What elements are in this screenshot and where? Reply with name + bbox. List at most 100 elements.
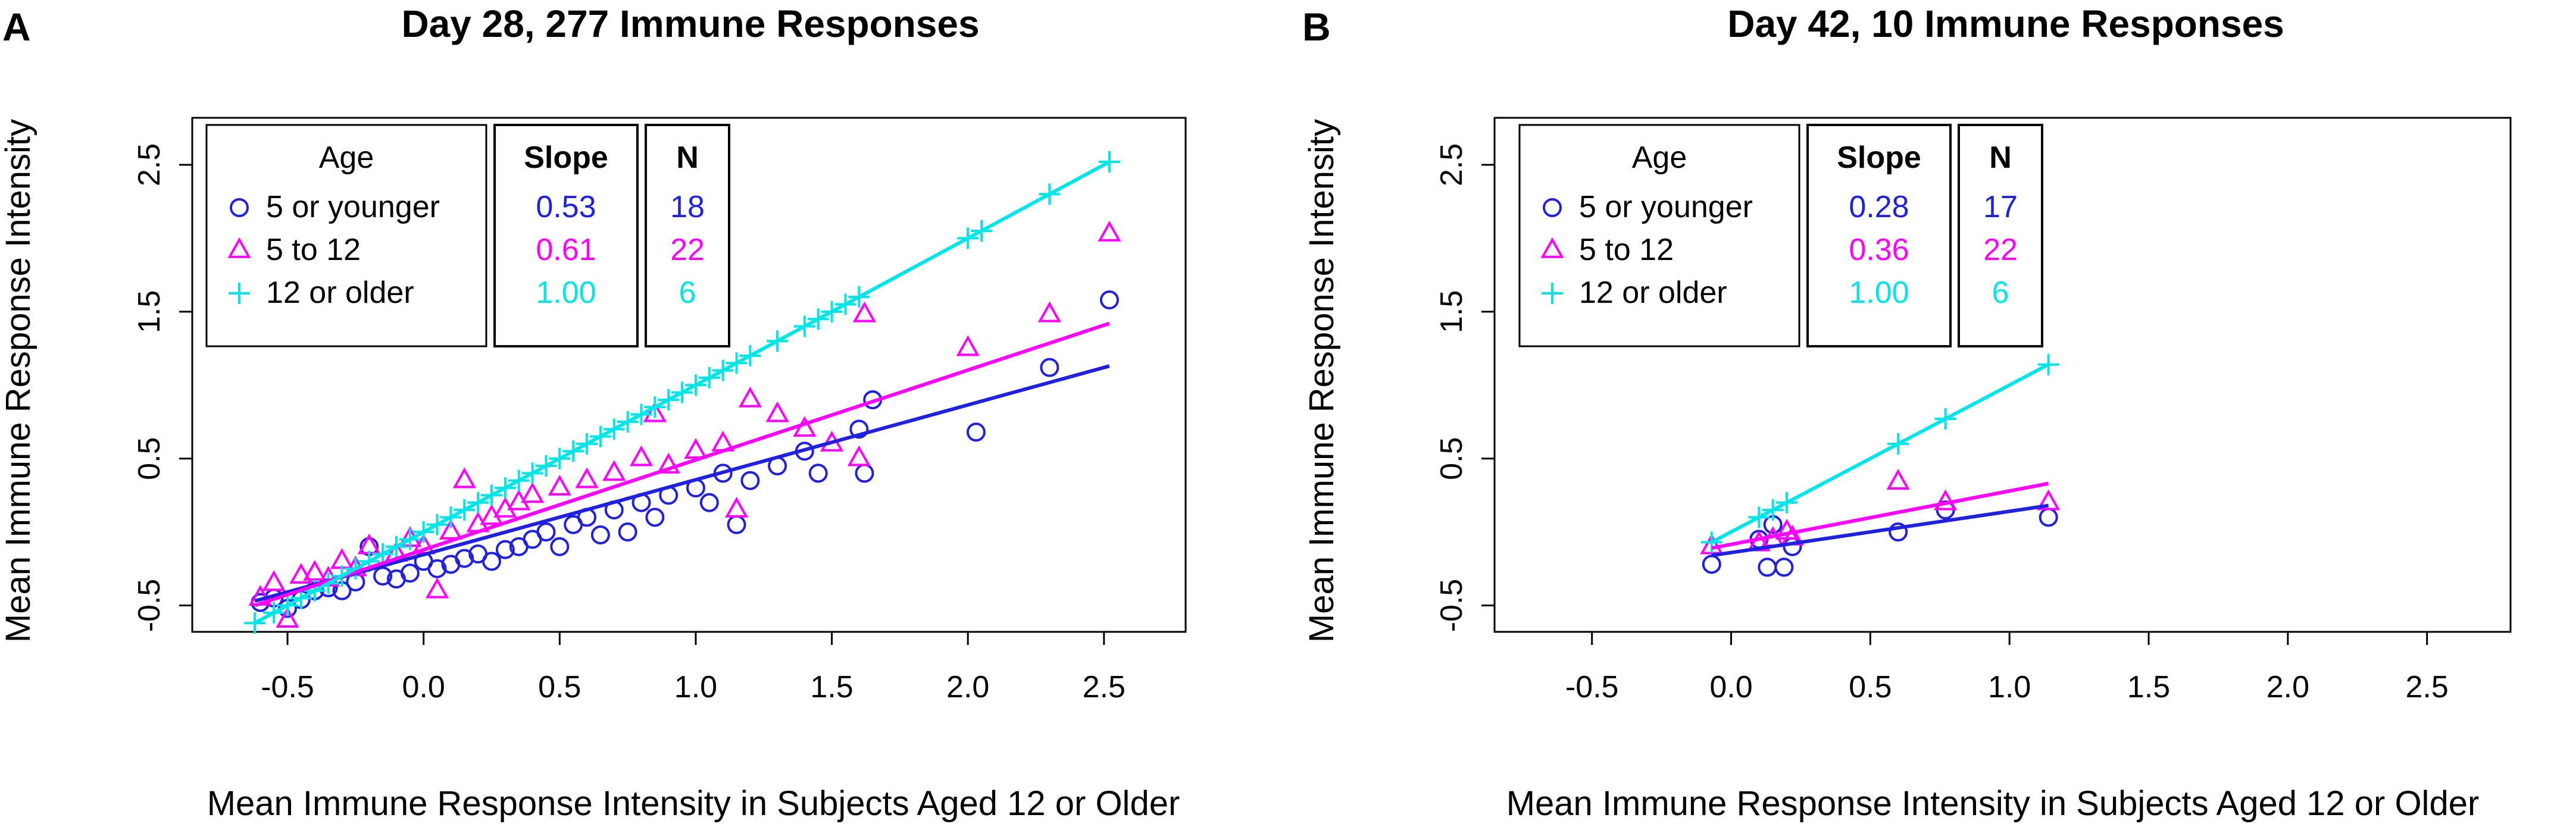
panel-a-data-point xyxy=(847,445,871,466)
panel-a-data-point xyxy=(455,549,474,568)
panel-a-data-point xyxy=(602,460,626,481)
panel-a-data-point xyxy=(548,475,571,496)
panel-a-x-tick-label: 2.5 xyxy=(1083,670,1126,704)
panel-a-data-point xyxy=(849,419,869,439)
panel-b-x-tick-label: 0.5 xyxy=(1849,670,1892,704)
panel-a-data-point xyxy=(629,445,654,466)
panel-b-data-point xyxy=(1886,469,1910,490)
panel-a-data-point xyxy=(618,522,637,542)
panel-a-y-axis-label: Mean Immune Response Intensity xyxy=(0,119,37,643)
panel-a-data-point xyxy=(520,482,545,503)
panel-a-y-tick-label: 2.5 xyxy=(132,143,167,186)
panel-a-data-point xyxy=(1040,358,1059,377)
panel-a-data-point xyxy=(645,508,665,527)
panel-a-data-point xyxy=(684,438,708,459)
panel-a-x-tick-label: 2.0 xyxy=(946,670,989,704)
panel-a-data-point xyxy=(956,335,980,356)
panel-a-legend-n-box xyxy=(645,124,730,347)
panel-a-legend-marker xyxy=(227,237,251,258)
panel-a-data-point xyxy=(427,559,447,578)
panel-a-x-tick-label: 1.0 xyxy=(674,670,717,704)
panel-b-legend-slope-box xyxy=(1806,124,1952,347)
panel-b-x-tick-label: 0.0 xyxy=(1709,670,1752,704)
panel-a-data-point xyxy=(439,519,463,540)
panel-b-plot-frame xyxy=(1493,117,2512,633)
panel-b-fit-line xyxy=(1711,481,2049,550)
panel-b-legend-label: 5 or younger xyxy=(1579,190,1753,224)
panel-a-data-point xyxy=(550,537,570,556)
panel-a-data-point xyxy=(330,548,354,569)
panel-a-data-point xyxy=(276,607,299,628)
panel-b-fit-line xyxy=(1711,503,2049,557)
panel-a-legend-n-value: 22 xyxy=(670,233,705,267)
panel-a-legend-slope-header: Slope xyxy=(524,140,608,175)
panel-a-legend-n-value: 18 xyxy=(670,190,705,224)
panel-a-letter: A xyxy=(2,5,31,49)
panel-a-fit-line xyxy=(254,321,1110,607)
panel-a-data-point xyxy=(590,525,610,545)
panel-a-legend-marker xyxy=(229,283,250,304)
panel-a-plot-frame xyxy=(191,117,1187,633)
panel-a-data-point xyxy=(808,463,828,483)
panel-b-legend-n-header: N xyxy=(1989,140,2012,175)
panel-a-data-point xyxy=(575,467,599,488)
panel-b-data-point xyxy=(1774,557,1794,577)
panel-b-legend-n-box xyxy=(1958,124,2043,347)
panel-a-data-point xyxy=(1099,290,1119,310)
panel-a-data-point xyxy=(643,401,667,422)
panel-a-legend-slope-value: 0.61 xyxy=(536,233,596,267)
panel-a-data-point xyxy=(1098,220,1121,242)
panel-a-data-point xyxy=(1098,151,1120,173)
panel-a-legend-age-box xyxy=(205,124,487,347)
panel-a-data-point xyxy=(536,522,556,542)
panel-a-data-point xyxy=(765,401,789,422)
panel-a-data-point xyxy=(495,540,515,559)
panel-a-data-point xyxy=(724,497,749,518)
panel-b-legend-slope-value: 0.28 xyxy=(1849,190,1909,224)
panel-a-fit-line xyxy=(254,364,1110,603)
panel-a-legend-slope-box xyxy=(493,124,639,347)
panel-b-data-point xyxy=(1758,557,1777,577)
panel-b-legend-age-header: Age xyxy=(1632,140,1687,175)
panel-a-data-point xyxy=(400,563,420,583)
panel-b-x-tick-label: 2.5 xyxy=(2406,670,2449,704)
panel-b-legend-slope-value: 1.00 xyxy=(1849,275,1909,310)
panel-a-data-point xyxy=(482,552,501,571)
panel-b-legend-slope-value: 0.36 xyxy=(1849,233,1909,267)
panel-a-x-tick-label: 0.0 xyxy=(402,670,445,704)
panel-a-data-point xyxy=(966,422,986,442)
panel-b-legend-label: 5 to 12 xyxy=(1579,233,1674,267)
panel-b-legend-n-value: 22 xyxy=(1983,233,2018,267)
panel-b-data-point xyxy=(1889,522,1908,542)
panel-a-x-tick-label: 0.5 xyxy=(538,670,581,704)
panel-a-y-tick-label: 1.5 xyxy=(132,290,167,333)
panel-b-y-tick-label: 0.5 xyxy=(1434,437,1469,480)
panel-a-data-point xyxy=(289,563,313,584)
panel-b-x-tick-label: 1.0 xyxy=(1988,670,2031,704)
panel-a-data-point xyxy=(656,452,680,474)
panel-a-data-point xyxy=(740,471,760,490)
panel-b-letter: B xyxy=(1302,5,1331,49)
panel-b-data-point xyxy=(1934,489,1958,510)
panel-a-legend-slope-value: 1.00 xyxy=(536,275,596,310)
panel-a-data-point xyxy=(699,493,719,512)
panel-b-legend-slope-header: Slope xyxy=(1837,140,1921,175)
panel-a-data-point xyxy=(452,467,476,488)
panel-a-legend-n-value: 6 xyxy=(679,275,696,310)
panel-b-x-tick-label: 2.0 xyxy=(2266,670,2309,704)
panel-a-x-tick-label: 1.5 xyxy=(810,670,853,704)
panel-a-legend: Age Slope N 5 or younger 0.53 18 5 to 12 0.61 22… xyxy=(205,124,730,347)
panel-b-legend-marker xyxy=(1542,283,1563,304)
panel-a-data-point xyxy=(852,301,877,322)
panel-a-data-point xyxy=(303,560,327,581)
panel-a-series-5-to-12 xyxy=(248,220,1121,628)
panel-a-y-tick-label: 0.5 xyxy=(132,437,167,480)
panel-a-x-tick-label: -0.5 xyxy=(261,670,314,704)
panel-b-x-tick-label: 1.5 xyxy=(2127,670,2170,704)
panel-a-data-point xyxy=(1037,301,1061,322)
panel-a-legend-n-header: N xyxy=(676,140,699,175)
panel-b: B Day 42, 10 Immune Responses -0.5 0.0 0.5 1.… xyxy=(1302,2,2512,823)
panel-b-legend-marker xyxy=(1540,237,1564,258)
panel-a-legend-age-header: Age xyxy=(319,140,374,175)
